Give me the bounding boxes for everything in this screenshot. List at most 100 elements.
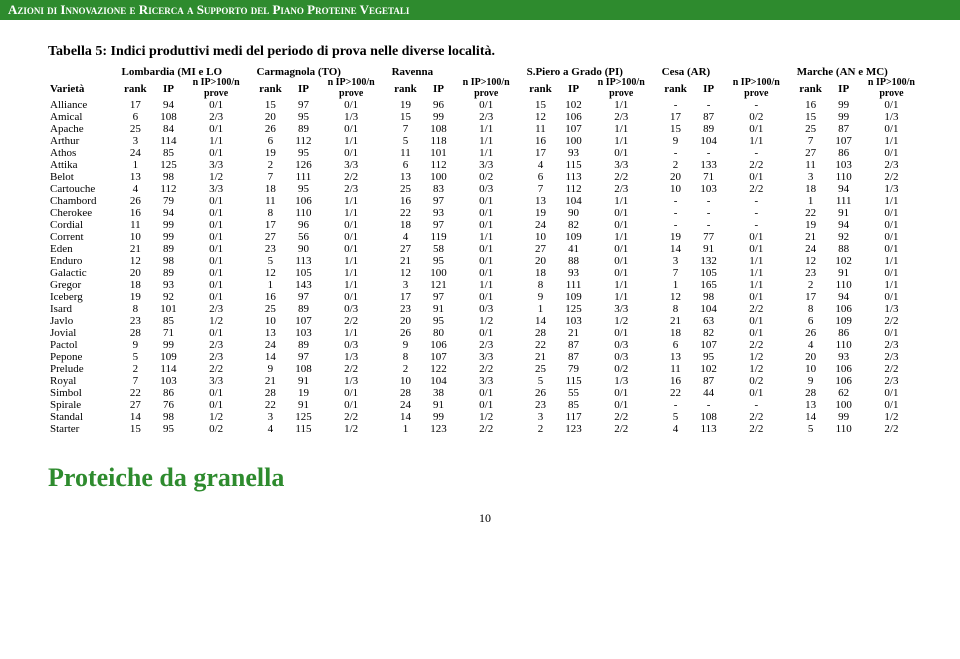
data-cell: 16 [390,195,422,207]
data-cell: 109 [151,351,185,363]
data-cell: 14 [660,243,692,255]
data-cell: 0/1 [186,207,247,219]
data-cell: 100 [556,135,590,147]
data-cell: 15 [525,99,557,111]
data-cell: 9 [255,363,287,375]
data-cell: 98 [691,291,725,303]
data-cell: 15 [255,99,287,111]
data-cell: 55 [556,387,590,399]
data-cell: 0/1 [861,399,922,411]
data-cell: 0/1 [456,219,517,231]
data-cell: 89 [691,123,725,135]
data-cell: 103 [556,315,590,327]
data-cell: 1/1 [861,135,922,147]
data-cell: 106 [826,363,860,375]
data-cell: 1/2 [456,315,517,327]
data-cell: 2/3 [456,339,517,351]
data-cell: 2/3 [186,303,247,315]
data-cell: 110 [826,423,860,435]
data-cell: 8 [390,351,422,363]
data-cell: 17 [255,219,287,231]
data-cell: 1/1 [591,291,652,303]
data-cell: 0/1 [456,387,517,399]
table-row: Belot13981/271112/2131000/261132/220710/… [48,171,922,183]
data-cell: 2/3 [591,183,652,195]
data-cell: 1/1 [861,255,922,267]
data-cell: 2/3 [456,111,517,123]
data-cell: 3/3 [186,375,247,387]
data-cell: 105 [691,267,725,279]
data-cell: 0/1 [861,267,922,279]
data-cell: 0/1 [591,243,652,255]
data-cell: 13 [660,351,692,363]
data-cell: 110 [286,207,320,219]
data-cell: 10 [795,363,827,375]
subheader-ip: IP [421,78,455,99]
subheader-ratio: n IP>100/nprove [861,78,922,99]
data-cell: 10 [660,183,692,195]
data-cell: 0/1 [321,291,382,303]
data-cell: 17 [119,99,151,111]
subheader-ratio: n IP>100/nprove [726,78,787,99]
page-number: 10 [48,511,922,526]
data-cell: 106 [556,111,590,123]
data-cell: 77 [691,231,725,243]
subheader-ip: IP [286,78,320,99]
data-cell: 76 [151,399,185,411]
data-cell: 17 [795,291,827,303]
data-cell: 105 [286,267,320,279]
variety-cell: Isard [48,303,119,315]
data-cell: 17 [525,147,557,159]
data-cell: 84 [151,123,185,135]
data-cell: 2/2 [456,363,517,375]
group-header: Ravenna [390,66,517,78]
data-cell: 143 [286,279,320,291]
data-cell: 8 [525,279,557,291]
data-cell: 0/1 [321,219,382,231]
table-row: Arthur31141/161121/151181/1161001/191041… [48,135,922,147]
data-cell: 62 [826,387,860,399]
data-cell: 0/1 [186,327,247,339]
data-cell: 4 [795,339,827,351]
variety-cell: Cherokee [48,207,119,219]
data-cell: 0/2 [726,111,787,123]
table-row: Gregor18930/111431/131211/181111/111651/… [48,279,922,291]
table-row: Isard81012/325890/323910/311253/381042/2… [48,303,922,315]
data-cell: 4 [119,183,151,195]
data-cell: 89 [151,243,185,255]
data-cell: 25 [255,303,287,315]
data-cell: 87 [691,111,725,123]
data-cell: 2/2 [861,171,922,183]
data-cell: 1/1 [321,267,382,279]
data-cell: 91 [286,375,320,387]
data-cell: 93 [151,279,185,291]
data-cell: 16 [119,207,151,219]
data-cell: - [726,219,787,231]
data-cell: 0/1 [456,99,517,111]
subheader-ratio: n IP>100/nprove [456,78,517,99]
data-cell: 91 [691,243,725,255]
data-cell: 0/1 [861,243,922,255]
data-cell: 94 [826,291,860,303]
data-cell: 0/2 [456,171,517,183]
data-cell: - [660,399,692,411]
data-cell: 28 [255,387,287,399]
data-cell: 91 [826,267,860,279]
data-cell: 19 [390,99,422,111]
data-cell: 2/2 [726,411,787,423]
data-cell: 20 [660,171,692,183]
data-cell: 2/2 [591,411,652,423]
data-cell: 91 [421,303,455,315]
data-cell: 10 [390,375,422,387]
data-cell: 0/1 [321,243,382,255]
data-cell: 125 [286,411,320,423]
data-cell: 111 [286,171,320,183]
data-cell: 3/3 [591,159,652,171]
data-cell: 3 [255,411,287,423]
data-cell: 95 [691,351,725,363]
table-row: Simbol22860/128190/128380/126550/122440/… [48,387,922,399]
table-row: Galactic20890/1121051/1121000/118930/171… [48,267,922,279]
variety-cell: Arthur [48,135,119,147]
data-cell: 0/1 [591,147,652,159]
data-cell: 0/1 [321,123,382,135]
